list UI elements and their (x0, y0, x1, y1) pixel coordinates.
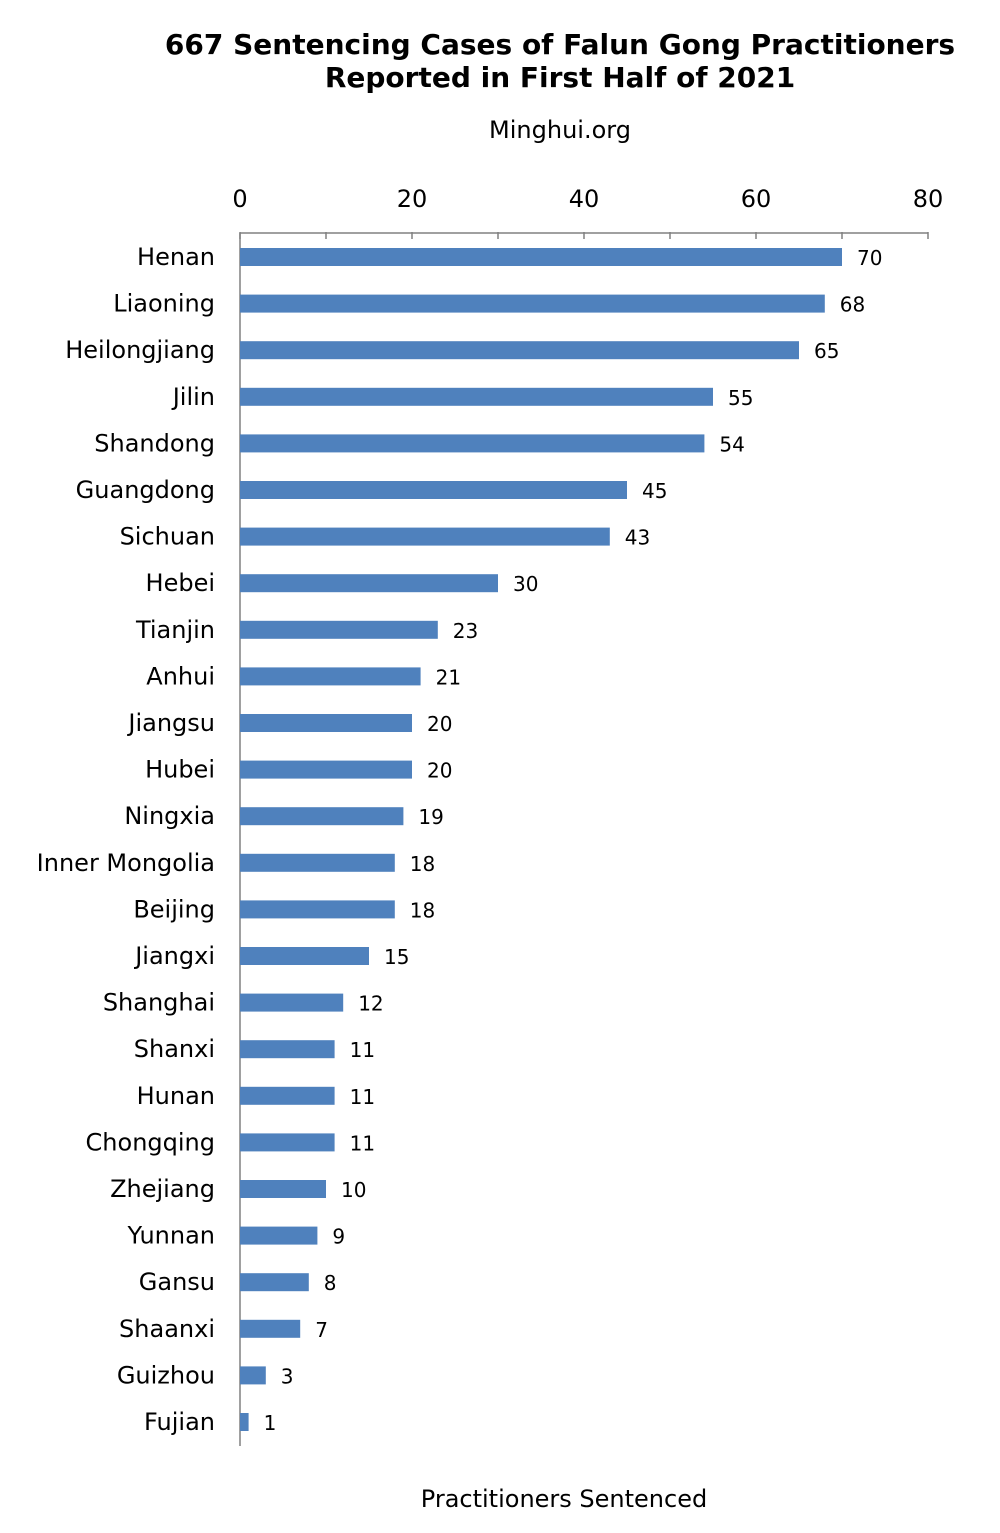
data-label: 54 (719, 432, 744, 456)
category-label: Guangdong (76, 476, 215, 504)
bar (240, 667, 421, 686)
data-label: 65 (814, 339, 839, 363)
data-label: 19 (418, 805, 443, 829)
chart-title-line-1: 667 Sentencing Cases of Falun Gong Pract… (164, 28, 956, 61)
category-label: Beijing (133, 895, 215, 923)
category-label: Fujian (144, 1408, 215, 1436)
chart-title-line-2: Reported in First Half of 2021 (324, 61, 796, 94)
data-label: 11 (350, 1085, 375, 1109)
data-label: 23 (453, 619, 478, 643)
category-label: Henan (137, 243, 215, 271)
data-label: 20 (427, 759, 452, 783)
x-tick-label: 20 (397, 185, 428, 213)
x-axis-title: Practitioners Sentenced (420, 1485, 708, 1513)
data-label: 70 (857, 246, 882, 270)
data-label: 18 (410, 852, 435, 876)
bar (240, 341, 799, 360)
bar (240, 714, 412, 732)
data-label: 30 (513, 572, 538, 596)
bar (240, 900, 395, 919)
category-label: Sichuan (120, 523, 215, 551)
bar (240, 1086, 335, 1105)
category-label: Hunan (137, 1082, 215, 1110)
category-label: Hubei (145, 756, 215, 784)
value-labels: 7068655554454330232120201918181512111111… (264, 246, 883, 1435)
category-label: Shanxi (134, 1035, 215, 1063)
data-label: 7 (315, 1318, 328, 1342)
x-tick-label: 80 (913, 185, 944, 213)
category-label: Jiangsu (126, 709, 215, 737)
data-label: 45 (642, 479, 667, 503)
bar (240, 1040, 335, 1059)
category-label: Inner Mongolia (37, 849, 215, 877)
category-label: Chongqing (86, 1128, 215, 1156)
bar (240, 1366, 266, 1385)
data-label: 11 (350, 1131, 375, 1155)
bar (240, 1413, 249, 1431)
bar (240, 434, 705, 453)
bar (240, 481, 627, 499)
data-label: 43 (625, 526, 650, 550)
category-label: Shaanxi (119, 1315, 215, 1343)
bar (240, 248, 842, 266)
data-label: 1 (264, 1411, 277, 1435)
bar (240, 387, 713, 406)
bar (240, 620, 438, 639)
data-label: 68 (840, 293, 865, 317)
bar (240, 527, 610, 546)
data-label: 11 (350, 1038, 375, 1062)
data-label: 8 (324, 1271, 337, 1295)
bar (240, 760, 412, 779)
x-tick-label: 0 (232, 185, 247, 213)
data-label: 3 (281, 1364, 294, 1388)
category-label: Jiangxi (133, 942, 215, 970)
category-label: Shandong (94, 429, 215, 457)
x-tick-label: 60 (741, 185, 772, 213)
bar (240, 947, 369, 965)
data-label: 55 (728, 386, 753, 410)
bar (240, 853, 395, 872)
bar (240, 1226, 318, 1245)
bar (240, 1273, 309, 1292)
data-label: 18 (410, 898, 435, 922)
bar (240, 993, 344, 1012)
x-tick-label: 40 (569, 185, 600, 213)
category-label: Anhui (146, 662, 215, 690)
category-label: Guizhou (117, 1361, 215, 1389)
category-label: Zhejiang (110, 1175, 215, 1203)
data-label: 21 (436, 665, 461, 689)
data-label: 20 (427, 712, 452, 736)
category-label: Tianjin (135, 616, 215, 644)
category-label: Heilongjiang (65, 336, 215, 364)
bar (240, 807, 404, 826)
data-label: 9 (332, 1225, 345, 1249)
category-label: Shanghai (103, 989, 215, 1017)
category-label: Gansu (139, 1268, 215, 1296)
data-label: 10 (341, 1178, 366, 1202)
bar (240, 1180, 326, 1198)
category-label: Liaoning (113, 290, 215, 318)
category-labels: Henan Liaoning Heilongjiang Jilin Shandong Gu… (37, 243, 215, 1436)
category-label: Ningxia (124, 802, 215, 830)
category-label: Hebei (146, 569, 215, 597)
bar (240, 294, 825, 313)
category-label: Yunnan (127, 1222, 215, 1250)
category-label: Jilin (171, 383, 215, 411)
bars (240, 248, 842, 1431)
chart-subtitle: Minghui.org (489, 116, 631, 144)
bar (240, 1319, 301, 1338)
data-label: 12 (358, 992, 383, 1016)
bar (240, 1133, 335, 1152)
bar (240, 574, 498, 593)
data-label: 15 (384, 945, 409, 969)
